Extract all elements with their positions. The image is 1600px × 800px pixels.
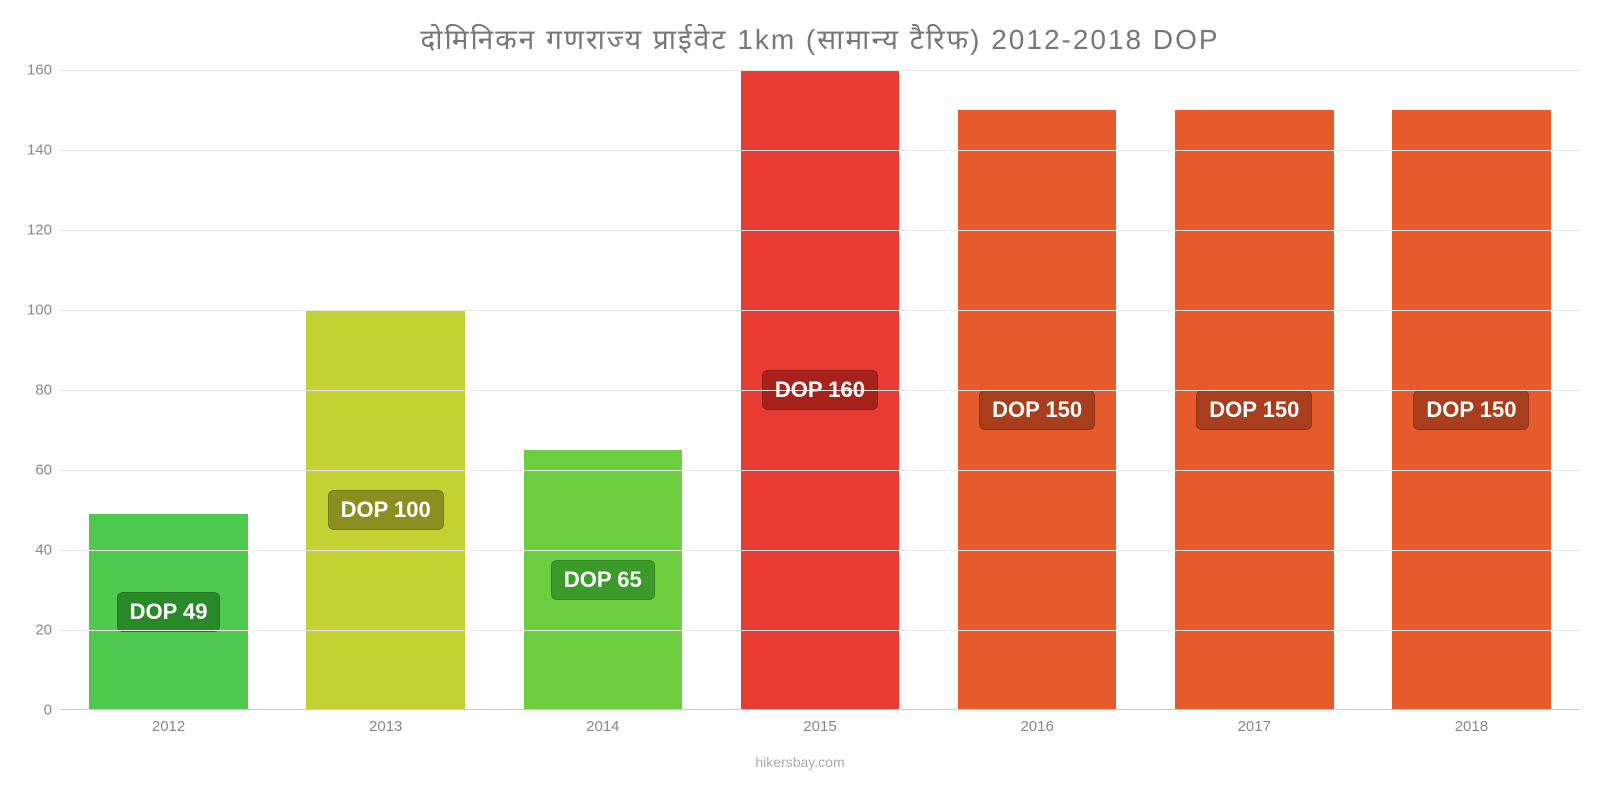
bar-value-label: DOP 150 — [979, 390, 1095, 430]
bar-value-label: DOP 150 — [1196, 390, 1312, 430]
bar-value-label: DOP 150 — [1413, 390, 1529, 430]
x-tick: 2017 — [1146, 710, 1363, 740]
y-tick: 20 — [12, 622, 52, 639]
bar: DOP 150 — [1175, 110, 1334, 710]
x-tick: 2016 — [929, 710, 1146, 740]
y-tick: 160 — [12, 62, 52, 79]
y-tick: 0 — [12, 702, 52, 719]
grid-line — [60, 150, 1580, 151]
bar-value-label: DOP 65 — [551, 560, 655, 600]
bar: DOP 150 — [1392, 110, 1551, 710]
grid-line — [60, 470, 1580, 471]
plot-area: 020406080100120140160 DOP 49DOP 100DOP 6… — [60, 70, 1580, 710]
chart-container: दोमिनिकन गणराज्य प्राईवेट 1km (सामान्य ट… — [60, 20, 1580, 740]
bar: DOP 100 — [306, 310, 465, 710]
grid-line — [60, 230, 1580, 231]
bar: DOP 150 — [958, 110, 1117, 710]
grid-line — [60, 390, 1580, 391]
y-tick: 100 — [12, 302, 52, 319]
y-tick: 140 — [12, 142, 52, 159]
bar: DOP 49 — [89, 514, 248, 710]
grid-line — [60, 630, 1580, 631]
bar-value-label: DOP 100 — [328, 490, 444, 530]
x-tick: 2014 — [494, 710, 711, 740]
y-tick: 60 — [12, 462, 52, 479]
attribution: hikersbay.com — [0, 754, 1600, 770]
grid-line — [60, 70, 1580, 71]
x-axis: 2012201320142015201620172018 — [60, 710, 1580, 740]
grid-line — [60, 550, 1580, 551]
y-axis: 020406080100120140160 — [20, 70, 60, 710]
x-tick: 2015 — [711, 710, 928, 740]
bar: DOP 65 — [524, 450, 683, 710]
bar-value-label: DOP 49 — [117, 592, 221, 632]
x-tick: 2013 — [277, 710, 494, 740]
x-tick: 2012 — [60, 710, 277, 740]
y-tick: 40 — [12, 542, 52, 559]
chart-title: दोमिनिकन गणराज्य प्राईवेट 1km (सामान्य ट… — [60, 20, 1580, 58]
x-tick: 2018 — [1363, 710, 1580, 740]
y-tick: 80 — [12, 382, 52, 399]
grid-line — [60, 310, 1580, 311]
y-tick: 120 — [12, 222, 52, 239]
